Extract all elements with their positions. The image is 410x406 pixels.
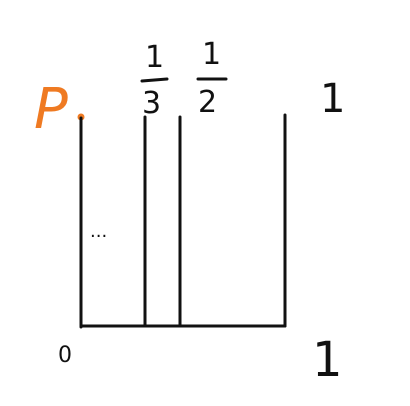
point-p-label: P [34,77,68,142]
ellipsis-mark: ... [90,221,107,242]
one-half-numerator: 1 [202,37,221,72]
one-third-numerator: 1 [145,40,164,75]
bottom-right-one-label: 1 [312,332,343,388]
one-third-fraction-bar [140,77,169,83]
origin-zero-label: 0 [58,343,72,368]
one-half-denominator: 2 [198,85,217,120]
one-third-denominator: 3 [142,86,161,121]
top-right-one-label: 1 [320,76,345,122]
